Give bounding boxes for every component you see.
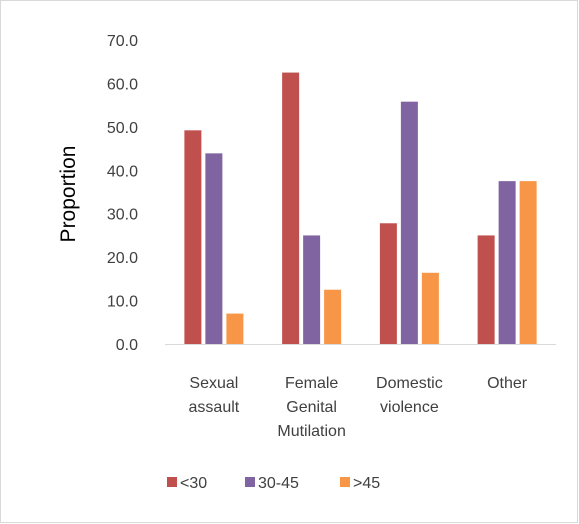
bar-3-1	[498, 181, 516, 344]
category-label: Other	[487, 375, 528, 392]
category-label: Sexual	[189, 375, 238, 392]
bar-0-2	[226, 313, 244, 344]
legend-label: >45	[353, 475, 380, 492]
y-axis-title: Proportion	[57, 146, 80, 243]
legend-label: <30	[180, 475, 207, 492]
legend-swatch-0	[167, 477, 177, 487]
category-label: Domestic	[376, 375, 443, 392]
bar-3-2	[519, 181, 537, 344]
category-label: violence	[380, 399, 439, 416]
legend-label: 30-45	[258, 475, 299, 492]
legend-swatch-2	[340, 477, 350, 487]
y-tick-label: 40.0	[107, 163, 138, 180]
bar-2-0	[379, 223, 397, 344]
bar-2-2	[421, 272, 439, 344]
bar-1-1	[303, 235, 321, 344]
bar-3-0	[477, 235, 495, 344]
category-label: Mutilation	[277, 423, 345, 440]
category-label: Genital	[286, 399, 337, 416]
legend-swatch-1	[245, 477, 255, 487]
bar-1-0	[282, 72, 300, 345]
y-tick-label: 70.0	[107, 33, 138, 50]
category-label: Female	[285, 375, 338, 392]
bar-0-0	[184, 130, 202, 344]
y-tick-label: 30.0	[107, 207, 138, 224]
y-tick-label: 10.0	[107, 294, 138, 311]
bar-0-1	[205, 153, 223, 344]
bar-1-2	[324, 289, 342, 344]
category-label: assault	[189, 399, 240, 416]
y-tick-label: 50.0	[107, 120, 138, 137]
y-tick-label: 20.0	[107, 250, 138, 267]
y-tick-label: 0.0	[116, 337, 138, 354]
y-tick-label: 60.0	[107, 76, 138, 93]
bar-2-1	[400, 101, 418, 344]
